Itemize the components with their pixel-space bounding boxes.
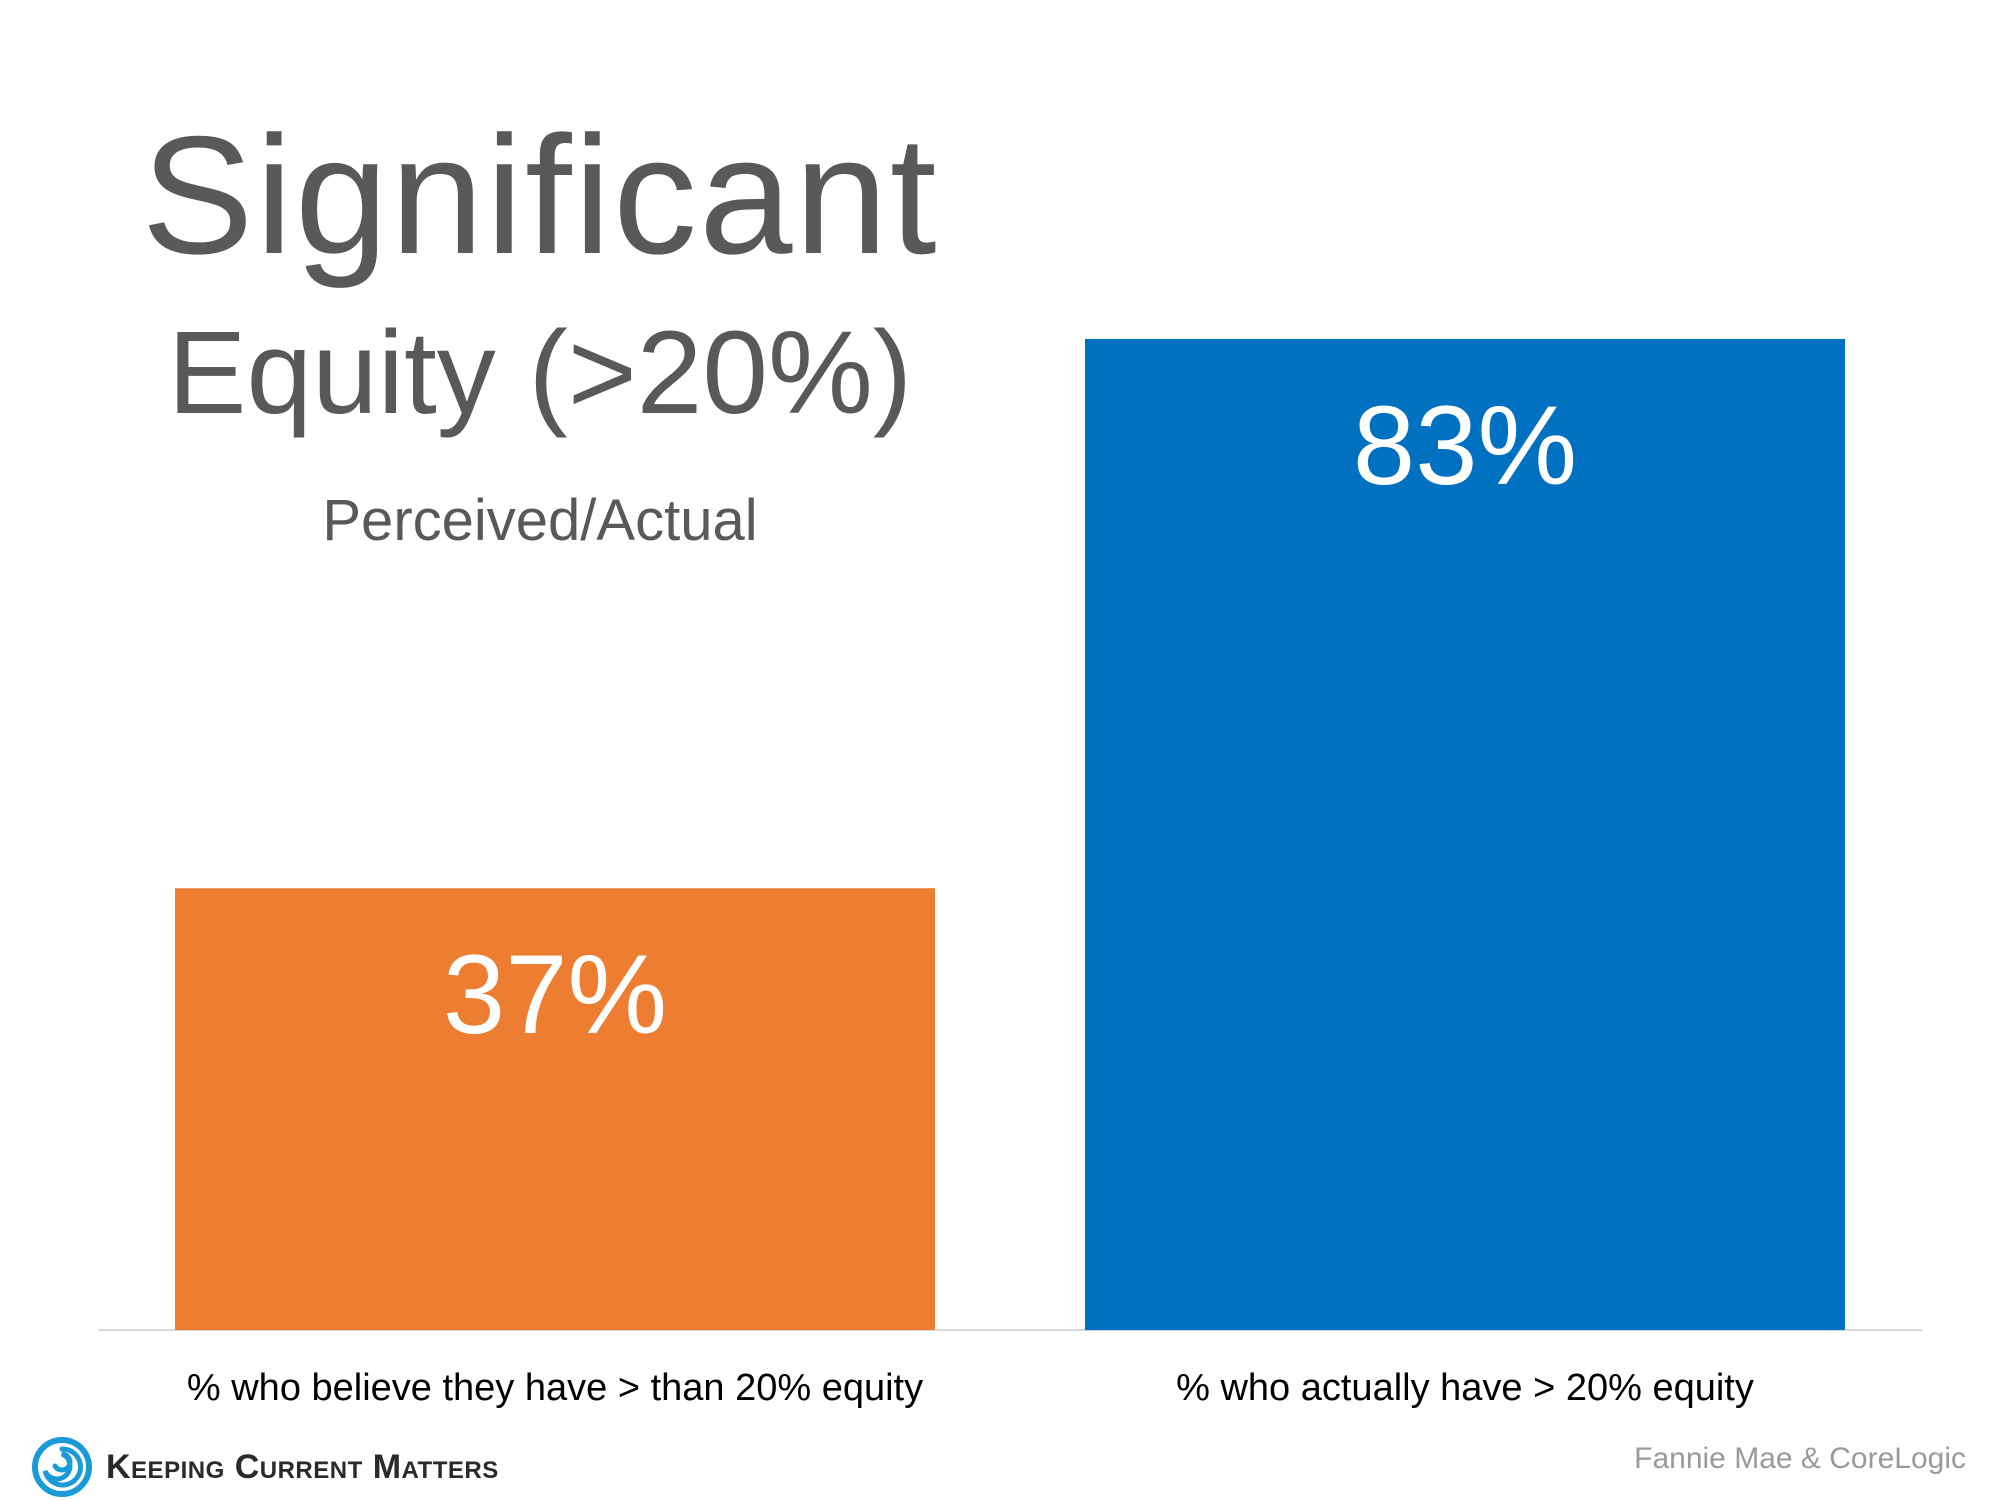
brand-name: Keeping Current Matters bbox=[106, 1447, 499, 1486]
category-label-1: % who believe they have > than 20% equit… bbox=[187, 1367, 923, 1409]
bar-1 bbox=[175, 888, 935, 1330]
bar-value-label-2: 83% bbox=[1353, 383, 1577, 508]
title-block: Significant Equity (>20%) Perceived/Actu… bbox=[100, 100, 980, 556]
source-credit: Fannie Mae & CoreLogic bbox=[1634, 1442, 1966, 1475]
chart-subtitle: Equity (>20%) bbox=[167, 307, 913, 439]
bars-group: 37% % who believe they have > than 20% eq… bbox=[175, 338, 1845, 1409]
category-label-2: % who actually have > 20% equity bbox=[1176, 1367, 1754, 1409]
logo: Keeping Current Matters bbox=[32, 1437, 499, 1497]
chart-title: Significant bbox=[141, 101, 939, 289]
swirl-logo-icon bbox=[32, 1437, 92, 1497]
bar-value-label-1: 37% bbox=[443, 932, 667, 1057]
bar-2 bbox=[1085, 338, 1845, 1331]
chart-note: Perceived/Actual bbox=[322, 488, 758, 553]
